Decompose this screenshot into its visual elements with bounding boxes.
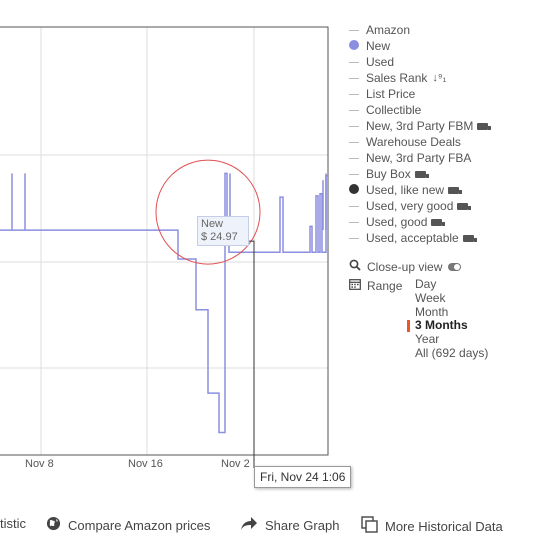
share-graph-link[interactable]: Share Graph bbox=[240, 516, 339, 534]
legend-item[interactable]: Used, good bbox=[349, 214, 488, 230]
legend-label: Sales Rank bbox=[366, 71, 428, 85]
legend-label: Used, good bbox=[366, 215, 428, 229]
legend-line-swatch bbox=[349, 238, 359, 240]
truck-icon bbox=[448, 186, 463, 194]
truck-icon bbox=[457, 202, 472, 210]
globe-icon bbox=[46, 516, 61, 534]
closeup-view-label: Close-up view bbox=[367, 259, 443, 274]
legend-label: New, 3rd Party FBM bbox=[366, 119, 474, 133]
share-arrow-icon bbox=[240, 516, 258, 534]
compare-prices-link[interactable]: Compare Amazon prices bbox=[46, 516, 210, 534]
legend-item[interactable]: Used, acceptable bbox=[349, 230, 488, 246]
chart-legend: Amazon New Used Sales Rank ↓⁹₁ List Price Coll… bbox=[349, 22, 492, 246]
footer-toolbar: tistic Compare Amazon prices Share Graph… bbox=[0, 516, 538, 536]
legend-line-swatch bbox=[349, 158, 359, 160]
range-options: Day Week Month 3 Months Year All (692 days) bbox=[406, 277, 489, 361]
range-option[interactable]: 3 Months bbox=[406, 319, 488, 333]
legend-item[interactable]: Used, very good bbox=[349, 198, 488, 214]
legend-line-swatch bbox=[349, 174, 359, 176]
plot-frame bbox=[0, 26, 329, 456]
range-option[interactable]: Week bbox=[415, 290, 446, 305]
range-control: Range bbox=[349, 278, 402, 293]
legend-line-swatch bbox=[349, 206, 359, 208]
legend-label: Used, acceptable bbox=[366, 231, 459, 245]
sort-icon: ↓⁹₁ bbox=[432, 72, 447, 84]
more-historical-data-link[interactable]: More Historical Data bbox=[361, 516, 503, 536]
legend-item[interactable]: Sales Rank ↓⁹₁ bbox=[349, 70, 488, 86]
legend-item[interactable]: List Price bbox=[349, 86, 488, 102]
legend-label: Used, like new bbox=[366, 183, 445, 197]
statistic-label: tistic bbox=[0, 516, 26, 531]
legend-label: Used, very good bbox=[366, 199, 454, 213]
date-tooltip: Fri, Nov 24 1:06 bbox=[254, 466, 352, 488]
legend-line-swatch bbox=[349, 78, 359, 80]
range-option[interactable]: Day bbox=[415, 277, 437, 291]
legend-item[interactable]: New, 3rd Party FBM bbox=[349, 118, 492, 134]
statistic-link[interactable]: tistic bbox=[0, 516, 26, 531]
x-tick-label: Nov 8 bbox=[25, 458, 54, 470]
series-line-new bbox=[0, 172, 328, 434]
legend-label: Collectible bbox=[366, 103, 422, 117]
copy-icon bbox=[361, 516, 378, 536]
search-icon bbox=[349, 259, 361, 274]
legend-line-swatch bbox=[349, 94, 359, 96]
legend-line-swatch bbox=[349, 62, 359, 64]
truck-icon bbox=[431, 218, 446, 226]
legend-item[interactable]: Warehouse Deals bbox=[349, 134, 488, 150]
tooltip-price-value: $ 24.97 bbox=[201, 231, 238, 243]
legend-item[interactable]: Used, like new bbox=[349, 182, 488, 198]
compare-label: Compare Amazon prices bbox=[68, 517, 211, 533]
legend-dot-swatch bbox=[349, 40, 359, 50]
highlight-circle bbox=[155, 159, 261, 265]
legend-line-swatch bbox=[349, 126, 359, 128]
legend-label: New, 3rd Party FBA bbox=[366, 151, 472, 165]
range-option[interactable]: Year bbox=[415, 332, 440, 347]
legend-label: Warehouse Deals bbox=[366, 135, 461, 149]
truck-icon bbox=[477, 122, 492, 130]
legend-item[interactable]: New, 3rd Party FBA bbox=[349, 150, 488, 166]
legend-item[interactable]: New bbox=[349, 38, 488, 54]
legend-item[interactable]: Buy Box bbox=[349, 166, 488, 182]
history-label: More Historical Data bbox=[385, 518, 503, 534]
tooltip-series-label: New bbox=[201, 218, 224, 230]
legend-label: New bbox=[366, 39, 391, 53]
truck-icon bbox=[462, 234, 477, 242]
crosshair-line bbox=[227, 240, 255, 468]
legend-label: Amazon bbox=[366, 23, 411, 37]
x-tick-label: Nov 16 bbox=[128, 458, 163, 470]
legend-line-swatch bbox=[349, 142, 359, 144]
legend-line-swatch bbox=[349, 30, 359, 32]
legend-label: Used bbox=[366, 55, 395, 69]
legend-line-swatch bbox=[349, 222, 359, 224]
calendar-icon bbox=[349, 278, 361, 293]
legend-item[interactable]: Used bbox=[349, 54, 488, 70]
legend-item[interactable]: Amazon bbox=[349, 22, 488, 38]
legend-label: List Price bbox=[366, 87, 416, 101]
legend-line-swatch bbox=[349, 110, 359, 112]
legend-item[interactable]: Collectible bbox=[349, 102, 488, 118]
price-tooltip: New $ 24.97 bbox=[197, 216, 249, 246]
closeup-view-toggle[interactable]: Close-up view bbox=[349, 259, 462, 274]
share-label: Share Graph bbox=[265, 517, 340, 533]
legend-dot-swatch bbox=[349, 184, 359, 194]
legend-label: Buy Box bbox=[366, 167, 411, 181]
range-option[interactable]: All (692 days) bbox=[415, 345, 489, 360]
toggle-icon[interactable] bbox=[448, 262, 462, 271]
range-label: Range bbox=[367, 278, 403, 293]
range-option[interactable]: Month bbox=[415, 304, 449, 319]
x-tick-label: Nov 2 bbox=[221, 458, 250, 470]
truck-icon bbox=[414, 170, 429, 178]
